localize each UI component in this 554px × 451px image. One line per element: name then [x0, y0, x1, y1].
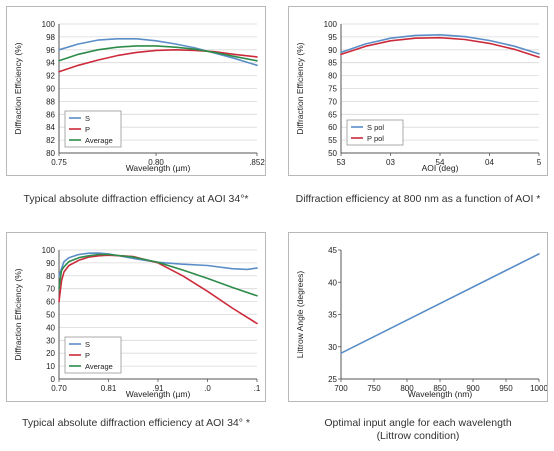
- y-tick-label: 45: [328, 246, 337, 255]
- y-tick-label: 100: [324, 20, 338, 29]
- chart-svg: 80 82 84 86 88 90 92 94 96 98 100 0.75 0.80 .852 Wavel…: [13, 20, 265, 173]
- y-tick-label: 25: [328, 375, 337, 384]
- y-tick-label: 40: [328, 278, 337, 287]
- chart-panel-efficiency-vs-wavelength-wide: 0 10 20 30 40 50 60 70 80 90 100 0.70 0.81 .91 .0 .1 Wav…: [6, 232, 266, 402]
- series-line: [58, 37, 258, 67]
- y-tick-label: 65: [328, 110, 337, 119]
- chart-caption: Typical absolute diffraction efficiency …: [23, 193, 249, 205]
- y-tick-label: 88: [46, 97, 55, 106]
- y-tick-label: 98: [46, 33, 55, 42]
- x-tick-label: .91: [152, 384, 164, 393]
- chart-panel-littrow-angle: 25 30 35 40 45 700 750 800 850 900 950 1000 Waveleng…: [288, 232, 548, 402]
- legend-label: Average: [85, 136, 113, 145]
- y-axis-label: Diffraction Efficiency (%): [13, 268, 23, 360]
- x-tick-label: 900: [466, 384, 480, 393]
- y-tick-label: 75: [328, 85, 337, 94]
- x-tick-label: 750: [367, 384, 381, 393]
- y-axis-label: Diffraction Efficiency (%): [13, 42, 23, 134]
- x-tick-label: 0.75: [51, 158, 67, 167]
- y-tick-label: 50: [46, 311, 55, 320]
- x-tick-label: 04: [485, 158, 494, 167]
- legend-box: [346, 119, 404, 146]
- y-tick-label: 82: [46, 136, 55, 145]
- x-tick-label: 850: [433, 384, 447, 393]
- chart-svg: 0 10 20 30 40 50 60 70 80 90 100 0.70 0.81 .91 .0 .1 Wav…: [13, 246, 261, 399]
- y-tick-label: 92: [46, 72, 55, 81]
- y-tick-label: 80: [328, 72, 337, 81]
- y-tick-label: 90: [46, 259, 55, 268]
- x-tick-label: 0.70: [51, 384, 67, 393]
- y-tick-label: 0: [51, 375, 56, 384]
- series-line: [58, 48, 258, 73]
- y-tick-label: 90: [328, 46, 337, 55]
- x-tick-label: 0.81: [101, 384, 117, 393]
- y-tick-label: 30: [328, 343, 337, 352]
- x-tick-label: 5: [537, 158, 542, 167]
- x-axis-label: AOI (deg): [422, 163, 459, 173]
- legend-label: P: [85, 125, 90, 134]
- y-tick-label: 35: [328, 311, 337, 320]
- x-tick-label: 800: [400, 384, 414, 393]
- y-tick-label: 60: [46, 298, 55, 307]
- y-tick-label: 96: [46, 46, 55, 55]
- legend-label: S: [85, 340, 90, 349]
- x-tick-label: .852: [249, 158, 265, 167]
- y-tick-label: 70: [46, 285, 55, 294]
- y-tick-label: 60: [328, 123, 337, 132]
- chart-svg: 25 30 35 40 45 700 750 800 850 900 950 1000 Waveleng…: [295, 246, 547, 399]
- x-tick-label: .1: [254, 384, 261, 393]
- chart-panel-efficiency-vs-aoi: 50 55 60 65 70 75 80 85 90 95 100 53 03 54 04 5 AOI (deg…: [288, 6, 548, 176]
- chart-svg: 50 55 60 65 70 75 80 85 90 95 100 53 03 54 04 5 AOI (deg…: [295, 20, 542, 173]
- x-axis-label: Wavelength (µm): [126, 163, 191, 173]
- y-tick-label: 30: [46, 336, 55, 345]
- chart-caption: Typical absolute diffraction efficiency …: [22, 417, 250, 429]
- y-tick-label: 85: [328, 59, 337, 68]
- chart-caption: Optimal input angle for each wavelength …: [283, 417, 553, 443]
- legend-label: Average: [85, 362, 113, 371]
- x-tick-label: 03: [386, 158, 395, 167]
- y-tick-label: 100: [42, 20, 56, 29]
- x-tick-label: 54: [436, 158, 445, 167]
- y-tick-label: 55: [328, 136, 337, 145]
- series-line: [58, 253, 258, 297]
- x-tick-label: .0: [204, 384, 211, 393]
- chart-caption-line: Optimal input angle for each wavelength: [324, 417, 512, 429]
- y-tick-label: 84: [46, 123, 55, 132]
- legend-label: S: [85, 114, 90, 123]
- x-tick-label: 53: [337, 158, 346, 167]
- y-tick-label: 95: [328, 33, 337, 42]
- legend-label: S pol: [367, 123, 384, 132]
- y-tick-label: 90: [46, 85, 55, 94]
- y-tick-label: 10: [46, 362, 55, 371]
- series-line: [340, 36, 540, 59]
- series-line: [58, 45, 258, 62]
- x-tick-label: 0.80: [148, 158, 164, 167]
- y-tick-label: 20: [46, 349, 55, 358]
- x-tick-label: 950: [499, 384, 513, 393]
- legend-label: P pol: [367, 134, 384, 143]
- y-tick-label: 86: [46, 110, 55, 119]
- y-tick-label: 94: [46, 59, 55, 68]
- x-axis-label: Wavelength (nm): [408, 389, 473, 399]
- y-tick-label: 100: [42, 246, 56, 255]
- y-axis-label: Littrow Angle (degrees): [295, 271, 305, 359]
- y-tick-label: 40: [46, 323, 55, 332]
- chart-caption: Diffraction efficiency at 800 nm as a fu…: [295, 193, 541, 205]
- chart-caption-line: (Littrow condition): [376, 430, 460, 442]
- y-tick-label: 80: [46, 149, 55, 158]
- y-tick-label: 50: [328, 149, 337, 158]
- series-line: [58, 254, 258, 325]
- y-tick-label: 70: [328, 97, 337, 106]
- x-tick-label: 700: [334, 384, 348, 393]
- x-axis-label: Wavelength (µm): [126, 389, 191, 399]
- legend-label: P: [85, 351, 90, 360]
- y-tick-label: 80: [46, 272, 55, 281]
- chart-panel-efficiency-vs-wavelength-narrow: 80 82 84 86 88 90 92 94 96 98 100 0.75 0.80 .852 Wavel…: [6, 6, 266, 176]
- y-axis-label: Diffraction Efficiency (%): [295, 42, 305, 134]
- x-tick-label: 1000: [530, 384, 547, 393]
- series-line: [340, 253, 540, 354]
- series-line: [340, 33, 540, 55]
